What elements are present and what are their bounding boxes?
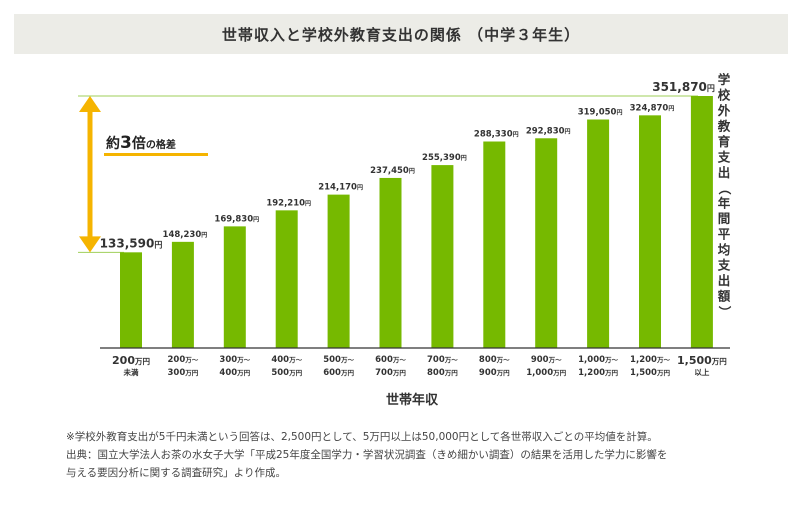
annotation-underline — [104, 153, 208, 156]
value-label-7: 255,390円 — [422, 153, 467, 163]
value-label-11: 324,870円 — [630, 103, 675, 113]
note-line-1: ※学校外教育支出が5千円未満という回答は、2,500円として、5万円以上は50,… — [66, 431, 658, 443]
chart-title: 世帯収入と学校外教育支出の関係 （中学３年生） — [221, 25, 581, 44]
bar-11 — [639, 115, 661, 348]
note-line-2: 出典：国立大学法人お茶の水女子大学「平成25年度全国学力・学習状況調査（きめ細か… — [66, 449, 668, 461]
value-label-1: 133,590円 — [100, 236, 163, 250]
notes: ※学校外教育支出が5千円未満という回答は、2,500円として、5万円以上は50,… — [66, 428, 766, 482]
bar-9 — [535, 138, 558, 348]
bar-3 — [223, 226, 246, 348]
y-axis-title-char-16: ） — [717, 306, 732, 319]
category-label-line2-7: 800万円 — [427, 368, 458, 378]
category-label-10: 1,000万〜 — [578, 355, 618, 365]
category-label-line2-6: 700万円 — [375, 368, 406, 378]
bar-2 — [171, 241, 194, 348]
bar-12 — [690, 96, 713, 348]
value-label-6: 237,450円 — [370, 166, 415, 176]
value-label-8: 288,330円 — [474, 130, 519, 140]
value-label-12: 351,870円 — [652, 80, 715, 94]
bar-8 — [483, 141, 506, 348]
category-label-11: 1,200万〜 — [630, 355, 670, 365]
y-axis-title-char-3: 外 — [717, 103, 731, 118]
bar-7 — [431, 165, 454, 348]
note-line-3: 与える要因分析に関する調査研究」より作成。 — [66, 467, 286, 479]
category-label-line2-3: 400万円 — [219, 368, 250, 378]
value-label-2: 148,230円 — [163, 230, 208, 240]
category-label-2: 200万〜 — [168, 355, 199, 365]
category-label-line2-10: 1,200万円 — [578, 368, 618, 378]
bar-6 — [379, 177, 402, 348]
category-label-line2-11: 1,500万円 — [630, 368, 670, 378]
y-axis-title-char-13: 支 — [717, 258, 731, 273]
bar-1 — [120, 252, 142, 348]
value-label-3: 169,830円 — [214, 214, 259, 224]
category-label-1: 200万円 — [112, 354, 150, 367]
bar-5 — [327, 194, 350, 348]
category-label-9: 900万〜 — [531, 355, 562, 365]
category-label-7: 700万〜 — [427, 355, 458, 365]
y-axis-title-char-2: 校 — [718, 88, 731, 103]
category-label-line2-4: 500万円 — [271, 368, 302, 378]
y-axis-title-char-1: 学 — [718, 72, 731, 87]
category-label-6: 600万〜 — [375, 355, 406, 365]
category-sub-12: 以上 — [694, 367, 709, 377]
category-sub-1: 未満 — [124, 367, 139, 377]
category-label-3: 300万〜 — [219, 355, 250, 365]
x-axis-title: 世帯年収 — [386, 392, 439, 408]
y-axis-title-char-7: 出 — [718, 165, 731, 180]
category-label-line2-5: 600万円 — [323, 368, 354, 378]
category-label-5: 500万〜 — [323, 355, 354, 365]
annotation-arrow-head-top — [79, 96, 101, 112]
y-axis-title-char-8: （ — [717, 182, 732, 195]
value-label-5: 214,170円 — [318, 183, 363, 193]
category-label-12: 1,500万円 — [677, 354, 727, 367]
category-label-4: 400万〜 — [271, 355, 302, 365]
title-bar: 世帯収入と学校外教育支出の関係 （中学３年生） — [14, 14, 788, 54]
y-axis-title-char-14: 出 — [718, 273, 731, 288]
y-axis-title-char-5: 育 — [718, 134, 731, 149]
bar-10 — [587, 119, 610, 348]
annotation-text: 約3倍の格差 — [106, 133, 176, 153]
value-label-10: 319,050円 — [578, 108, 623, 118]
category-label-line2-8: 900万円 — [479, 368, 510, 378]
y-axis-title-char-12: 均 — [718, 242, 731, 257]
category-label-8: 800万〜 — [479, 355, 510, 365]
y-axis-title-char-10: 間 — [718, 211, 731, 226]
y-axis-title-char-15: 額 — [717, 289, 731, 304]
category-label-line2-9: 1,000万円 — [526, 368, 566, 378]
y-axis-title-char-6: 支 — [717, 150, 731, 165]
y-axis-title-char-11: 平 — [718, 227, 731, 242]
y-axis-title-char-9: 年 — [718, 196, 731, 211]
value-label-9: 292,830円 — [526, 126, 571, 136]
annotation-arrow-head-bottom — [79, 236, 101, 253]
category-label-line2-2: 300万円 — [168, 368, 199, 378]
value-label-4: 192,210円 — [266, 198, 311, 208]
y-axis-title-char-4: 教 — [717, 119, 731, 134]
bar-4 — [275, 210, 298, 348]
